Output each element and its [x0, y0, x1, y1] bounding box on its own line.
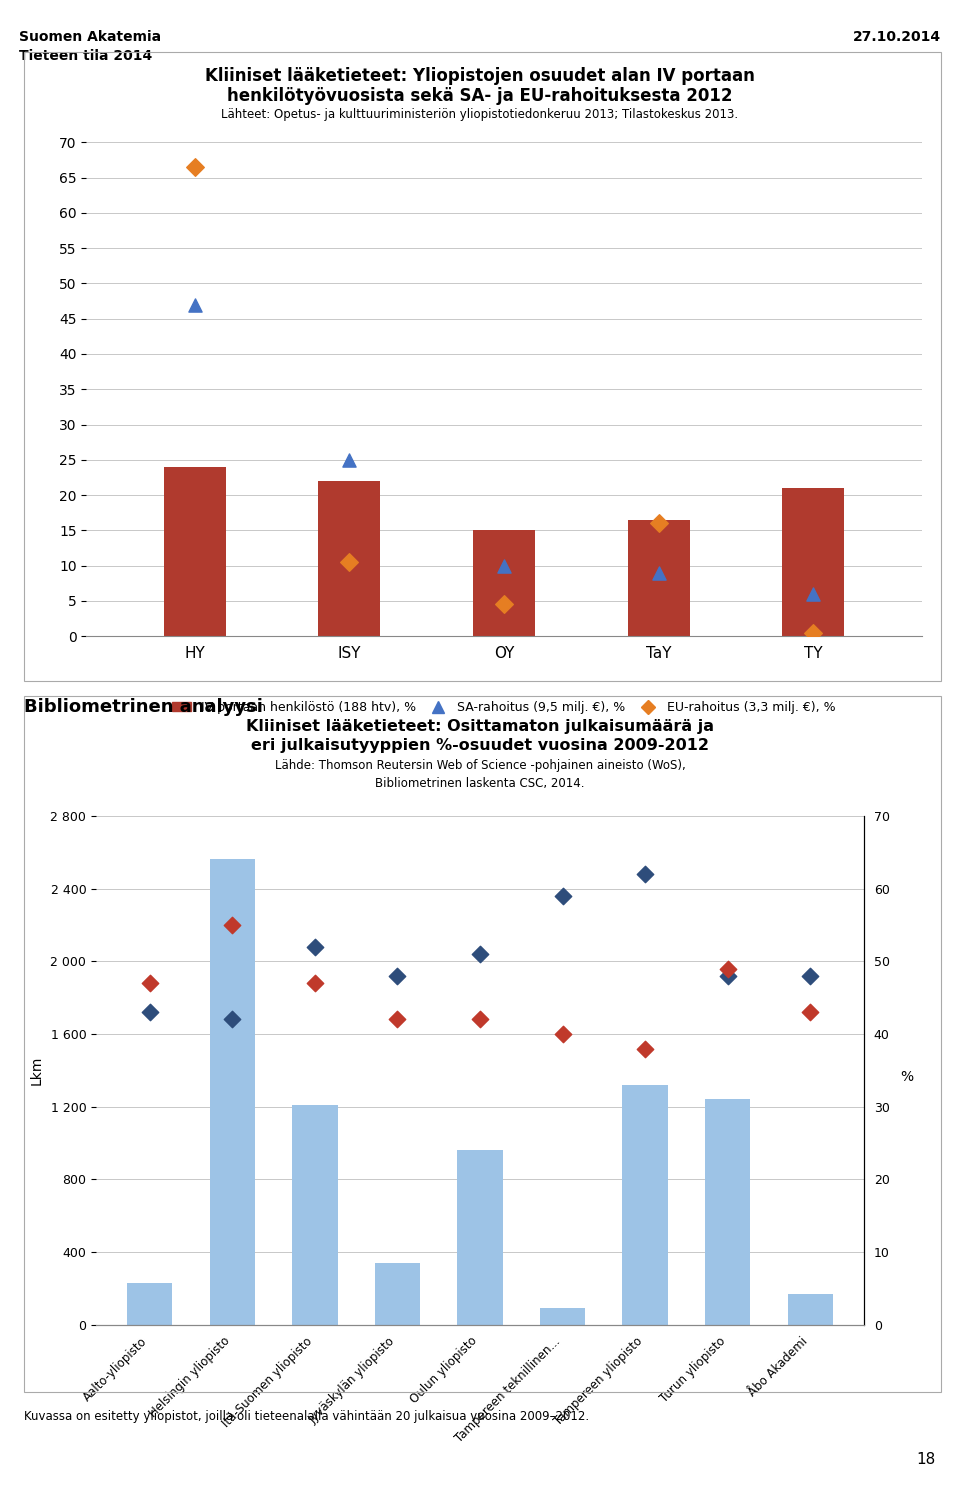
Text: Suomen Akatemia: Suomen Akatemia [19, 30, 161, 43]
Point [803, 964, 818, 988]
Point [307, 934, 323, 958]
Point [342, 549, 357, 573]
Y-axis label: %: % [900, 1070, 913, 1084]
Point [225, 913, 240, 937]
Bar [787, 1293, 833, 1325]
Bar [705, 1099, 751, 1325]
Point [187, 154, 203, 178]
Bar [292, 1105, 338, 1325]
Point [720, 957, 735, 981]
Point [187, 292, 203, 316]
Point [805, 621, 821, 645]
Point [651, 561, 666, 585]
Text: eri julkaisutyyppien %-osuudet vuosina 2009-2012: eri julkaisutyyppien %-osuudet vuosina 2… [251, 738, 709, 753]
Point [555, 883, 570, 907]
Point [390, 964, 405, 988]
Bar [628, 519, 689, 636]
Bar [127, 1283, 173, 1325]
Text: Bibliometrinen analyysi: Bibliometrinen analyysi [24, 698, 263, 716]
Point [805, 582, 821, 606]
Point [496, 593, 512, 617]
Point [142, 972, 157, 996]
Text: Lähde: Thomson Reutersin Web of Science -pohjainen aineisto (WoS),: Lähde: Thomson Reutersin Web of Science … [275, 759, 685, 772]
Bar [782, 488, 844, 636]
Point [496, 554, 512, 578]
Point [651, 512, 666, 536]
Point [637, 1036, 653, 1060]
Text: 27.10.2014: 27.10.2014 [852, 30, 941, 43]
Point [637, 862, 653, 886]
Point [803, 1000, 818, 1024]
Bar [540, 1307, 586, 1325]
Point [472, 1007, 488, 1031]
Bar [209, 859, 255, 1325]
Bar [473, 530, 535, 636]
Text: Bibliometrinen laskenta CSC, 2014.: Bibliometrinen laskenta CSC, 2014. [375, 777, 585, 790]
Point [720, 964, 735, 988]
Text: Kliiniset lääketieteet: Osittamaton julkaisumäärä ja: Kliiniset lääketieteet: Osittamaton julk… [246, 719, 714, 734]
Bar [457, 1150, 503, 1325]
Point [342, 448, 357, 472]
Bar [319, 481, 380, 636]
Text: Kliiniset lääketieteet: Yliopistojen osuudet alan IV portaan: Kliiniset lääketieteet: Yliopistojen osu… [205, 67, 755, 85]
Bar [164, 467, 226, 636]
Text: Kuvassa on esitetty yliopistot, joilla oli tieteenalalla vähintään 20 julkaisua : Kuvassa on esitetty yliopistot, joilla o… [24, 1410, 589, 1424]
Text: Lähteet: Opetus- ja kulttuuriministeriön yliopistotiedonkeruu 2013; Tilastokesku: Lähteet: Opetus- ja kulttuuriministeriön… [222, 108, 738, 121]
Point [555, 1022, 570, 1046]
Point [142, 1000, 157, 1024]
Point [472, 942, 488, 966]
Bar [622, 1085, 668, 1325]
Point [307, 972, 323, 996]
Text: henkilötyövuosista sekä SA- ja EU-rahoituksesta 2012: henkilötyövuosista sekä SA- ja EU-rahoit… [228, 87, 732, 105]
Point [390, 1007, 405, 1031]
Text: Tieteen tila 2014: Tieteen tila 2014 [19, 49, 153, 63]
Point [225, 1007, 240, 1031]
Text: 18: 18 [917, 1452, 936, 1467]
Y-axis label: Lkm: Lkm [30, 1055, 43, 1085]
Bar [374, 1263, 420, 1325]
Legend: IV portaan henkilöstö (188 htv), %, SA-rahoitus (9,5 milj. €), %, EU-rahoitus (3: IV portaan henkilöstö (188 htv), %, SA-r… [167, 696, 841, 719]
